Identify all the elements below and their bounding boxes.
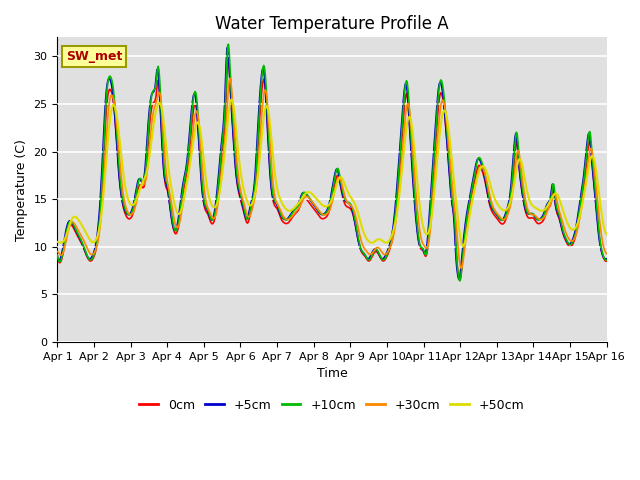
Line: 0cm: 0cm (58, 60, 607, 280)
Line: +10cm: +10cm (58, 44, 607, 281)
0cm (176, 216, 184, 222)
+5cm (603, 256, 611, 262)
Legend: 0cm, +5cm, +10cm, +30cm, +50cm: 0cm, +5cm, +10cm, +30cm, +50cm (134, 394, 530, 417)
+50cm (205, 192, 212, 198)
+30cm (399, 136, 407, 142)
+5cm (63, 222, 71, 228)
+50cm (228, 96, 236, 102)
+5cm (120, 204, 128, 210)
+10cm (603, 257, 611, 263)
Y-axis label: Temperature (C): Temperature (C) (15, 139, 28, 240)
+50cm (399, 152, 407, 157)
+30cm (603, 251, 611, 256)
Text: SW_met: SW_met (66, 50, 122, 63)
+50cm (176, 211, 184, 216)
0cm (603, 258, 611, 264)
+30cm (176, 220, 184, 226)
0cm (205, 213, 212, 219)
+50cm (120, 175, 128, 180)
+5cm (176, 206, 184, 212)
+5cm (54, 255, 61, 261)
+5cm (205, 211, 212, 217)
+30cm (458, 265, 465, 271)
+30cm (205, 207, 212, 213)
+10cm (54, 252, 61, 258)
0cm (63, 228, 71, 234)
0cm (456, 277, 464, 283)
+10cm (120, 202, 128, 207)
+10cm (205, 209, 212, 215)
+10cm (415, 240, 423, 246)
+10cm (225, 41, 232, 47)
0cm (399, 115, 407, 120)
X-axis label: Time: Time (317, 367, 348, 380)
+5cm (224, 45, 232, 50)
+50cm (63, 229, 71, 235)
0cm (54, 253, 61, 259)
+30cm (120, 195, 128, 201)
Line: +30cm: +30cm (58, 78, 607, 268)
+30cm (226, 75, 234, 81)
+50cm (603, 231, 611, 237)
+50cm (54, 239, 61, 245)
+50cm (415, 201, 423, 206)
+10cm (456, 278, 464, 284)
+5cm (415, 242, 423, 248)
Line: +50cm: +50cm (58, 99, 607, 246)
Line: +5cm: +5cm (58, 48, 607, 279)
+30cm (54, 249, 61, 254)
+30cm (63, 232, 71, 238)
+10cm (63, 225, 71, 231)
0cm (225, 57, 232, 62)
0cm (415, 242, 423, 248)
Title: Water Temperature Profile A: Water Temperature Profile A (215, 15, 449, 33)
+30cm (415, 226, 423, 231)
+10cm (399, 104, 407, 109)
+5cm (399, 96, 407, 102)
0cm (120, 206, 128, 212)
+10cm (176, 213, 184, 218)
+5cm (455, 276, 463, 282)
+50cm (459, 243, 467, 249)
